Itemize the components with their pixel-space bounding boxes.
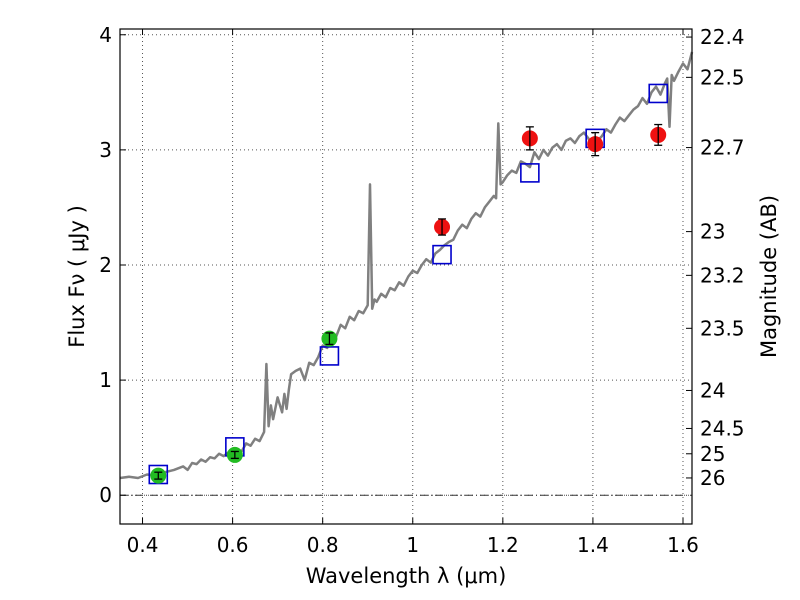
- y-axis-label: Flux Fν ( μJy ): [65, 205, 89, 348]
- x-axis-label: Wavelength λ (μm): [306, 564, 507, 588]
- right-y-axis-label: Magnitude (AB): [757, 195, 781, 358]
- model-square-point: [520, 163, 540, 183]
- spectrum-line: [119, 51, 694, 480]
- right-tick-label: 22.5: [700, 65, 745, 89]
- x-tick-label: 0.6: [217, 533, 249, 557]
- spectrum-layer: [119, 51, 694, 480]
- right-tick-label: 24.5: [700, 416, 745, 440]
- errorbar-layer: [154, 123, 663, 480]
- plot-frame: [119, 28, 693, 525]
- right-tick-label: 22.7: [700, 136, 745, 160]
- grid-layer: [120, 29, 692, 524]
- model-square-point: [648, 83, 669, 104]
- model-square-point: [319, 346, 340, 366]
- y-tick-label: 2: [99, 253, 112, 277]
- right-tick-label: 23.2: [700, 263, 745, 287]
- model-square-point: [432, 244, 452, 265]
- y-tick-label: 0: [99, 483, 112, 507]
- right-tick-label: 25: [700, 442, 725, 466]
- y-tick-label: 4: [99, 23, 112, 47]
- right-tick-label: 23: [700, 220, 725, 244]
- x-tick-label: 1.4: [577, 533, 609, 557]
- x-tick-label: 1.6: [667, 533, 699, 557]
- photometry-point-layer: [150, 126, 667, 484]
- right-tick-label: 22.4: [700, 25, 745, 49]
- x-tick-label: 0.4: [127, 533, 159, 557]
- right-tick-label: 24: [700, 378, 725, 402]
- y-tick-label: 3: [99, 138, 112, 162]
- x-tick-label: 1.2: [487, 533, 519, 557]
- right-tick-label: 26: [700, 466, 725, 490]
- x-tick-label: 1: [406, 533, 419, 557]
- x-tick-label: 0.8: [307, 533, 339, 557]
- y-tick-label: 1: [99, 368, 112, 392]
- right-tick-label: 23.5: [700, 316, 745, 340]
